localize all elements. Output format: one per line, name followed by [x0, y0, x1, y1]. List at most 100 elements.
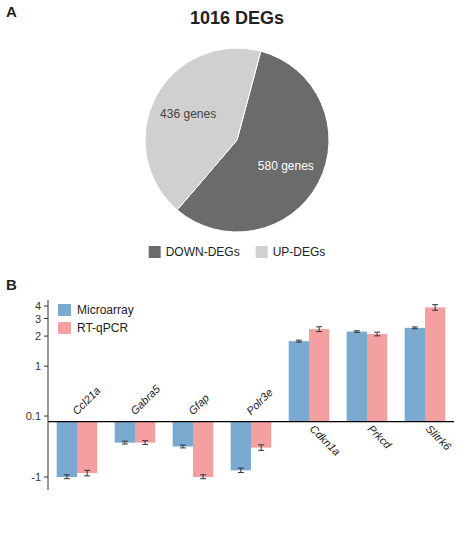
error-cap — [84, 470, 90, 471]
error-bar — [122, 441, 128, 444]
bar — [289, 341, 309, 421]
error-cap — [238, 468, 244, 469]
bar — [77, 422, 97, 474]
legend: Microarray RT-qPCR — [58, 303, 134, 335]
tick-label: 4 — [35, 300, 41, 312]
legend-swatch — [256, 246, 268, 258]
error-cap — [84, 475, 90, 476]
bar — [193, 422, 213, 477]
error-cap — [258, 450, 264, 451]
baseline — [48, 421, 454, 422]
error-stem — [377, 332, 378, 336]
error-cap — [122, 441, 128, 442]
figure: A1016 DEGs580 genes436 genesDOWN-DEGsUP-… — [0, 0, 474, 546]
category-label: Ccl21a — [70, 384, 103, 417]
error-stem — [87, 470, 88, 476]
x-labels: Ccl21aGabra5GfapPolr3eCdkn1aPrkcdSlitrk6 — [70, 382, 454, 458]
error-cap — [180, 445, 186, 446]
tick-mark — [44, 416, 48, 417]
panel-label: B — [6, 276, 17, 293]
bar-panel: B-10.11234Ccl21aGabra5GfapPolr3eCdkn1aPr… — [6, 276, 454, 490]
legend-swatch — [58, 304, 71, 316]
bar — [251, 422, 271, 448]
legend-label: RT-qPCR — [77, 321, 128, 335]
tick-label: -1 — [31, 471, 41, 483]
error-cap — [238, 472, 244, 473]
legend-swatch — [149, 246, 161, 258]
legend: DOWN-DEGsUP-DEGs — [149, 245, 326, 259]
error-cap — [180, 447, 186, 448]
tick-label: 0.1 — [26, 410, 41, 422]
bar — [347, 332, 367, 422]
error-cap — [316, 326, 322, 327]
error-cap — [200, 478, 206, 479]
error-bar — [258, 445, 264, 451]
legend-label: Microarray — [77, 303, 134, 317]
error-cap — [374, 335, 380, 336]
error-cap — [412, 326, 418, 327]
y-axis: -10.11234 — [26, 300, 48, 490]
axis-line — [48, 300, 49, 490]
error-bar — [412, 327, 418, 329]
error-cap — [64, 478, 70, 479]
error-cap — [374, 332, 380, 333]
error-cap — [200, 474, 206, 475]
error-stem — [66, 475, 67, 479]
legend-swatch — [58, 322, 71, 334]
legend-item: DOWN-DEGs — [149, 245, 240, 259]
error-bar — [238, 468, 244, 472]
error-cap — [258, 444, 264, 445]
data-label: 580 genes — [258, 159, 314, 173]
error-bar — [316, 327, 322, 332]
bar — [425, 307, 445, 421]
error-cap — [432, 304, 438, 305]
category-label: Prkcd — [366, 422, 395, 451]
error-cap — [142, 444, 148, 445]
error-bar — [296, 340, 302, 342]
tick-mark — [44, 306, 48, 307]
tick-mark — [44, 476, 48, 477]
category-label: Cdkn1a — [308, 422, 343, 457]
bar — [309, 329, 329, 421]
legend-item: Microarray — [58, 303, 134, 317]
error-cap — [64, 474, 70, 475]
data-label: 436 genes — [160, 107, 216, 121]
error-stem — [319, 327, 320, 332]
error-cap — [316, 331, 322, 332]
error-cap — [296, 340, 302, 341]
error-cap — [122, 444, 128, 445]
category-label: Polr3e — [244, 386, 275, 417]
tick-mark — [44, 318, 48, 319]
pie-slice — [145, 48, 261, 210]
error-stem — [261, 445, 262, 451]
error-bar — [374, 332, 380, 336]
category-label: Slitrk6 — [424, 422, 455, 453]
category-label: Gabra5 — [128, 382, 163, 417]
error-stem — [240, 468, 241, 472]
bar — [405, 328, 425, 422]
tick-label: 3 — [35, 313, 41, 325]
error-cap — [354, 330, 360, 331]
error-cap — [142, 440, 148, 441]
slices — [145, 48, 329, 232]
error-bar — [432, 305, 438, 311]
slice-labels: 580 genes 436 genes — [160, 107, 314, 172]
error-cap — [412, 328, 418, 329]
series — [57, 327, 425, 479]
legend-item: RT-qPCR — [58, 321, 128, 335]
error-stem — [203, 475, 204, 479]
error-bar — [142, 441, 148, 445]
error-cap — [354, 332, 360, 333]
error-stem — [435, 305, 436, 311]
title: 1016 DEGs — [190, 8, 284, 28]
bar — [231, 422, 251, 471]
tick-mark — [44, 366, 48, 367]
bar — [115, 422, 135, 443]
series — [77, 305, 445, 479]
bar — [367, 334, 387, 422]
error-cap — [432, 310, 438, 311]
bar — [173, 422, 193, 447]
error-bar — [84, 470, 90, 476]
error-bar — [180, 445, 186, 448]
error-bar — [354, 331, 360, 333]
